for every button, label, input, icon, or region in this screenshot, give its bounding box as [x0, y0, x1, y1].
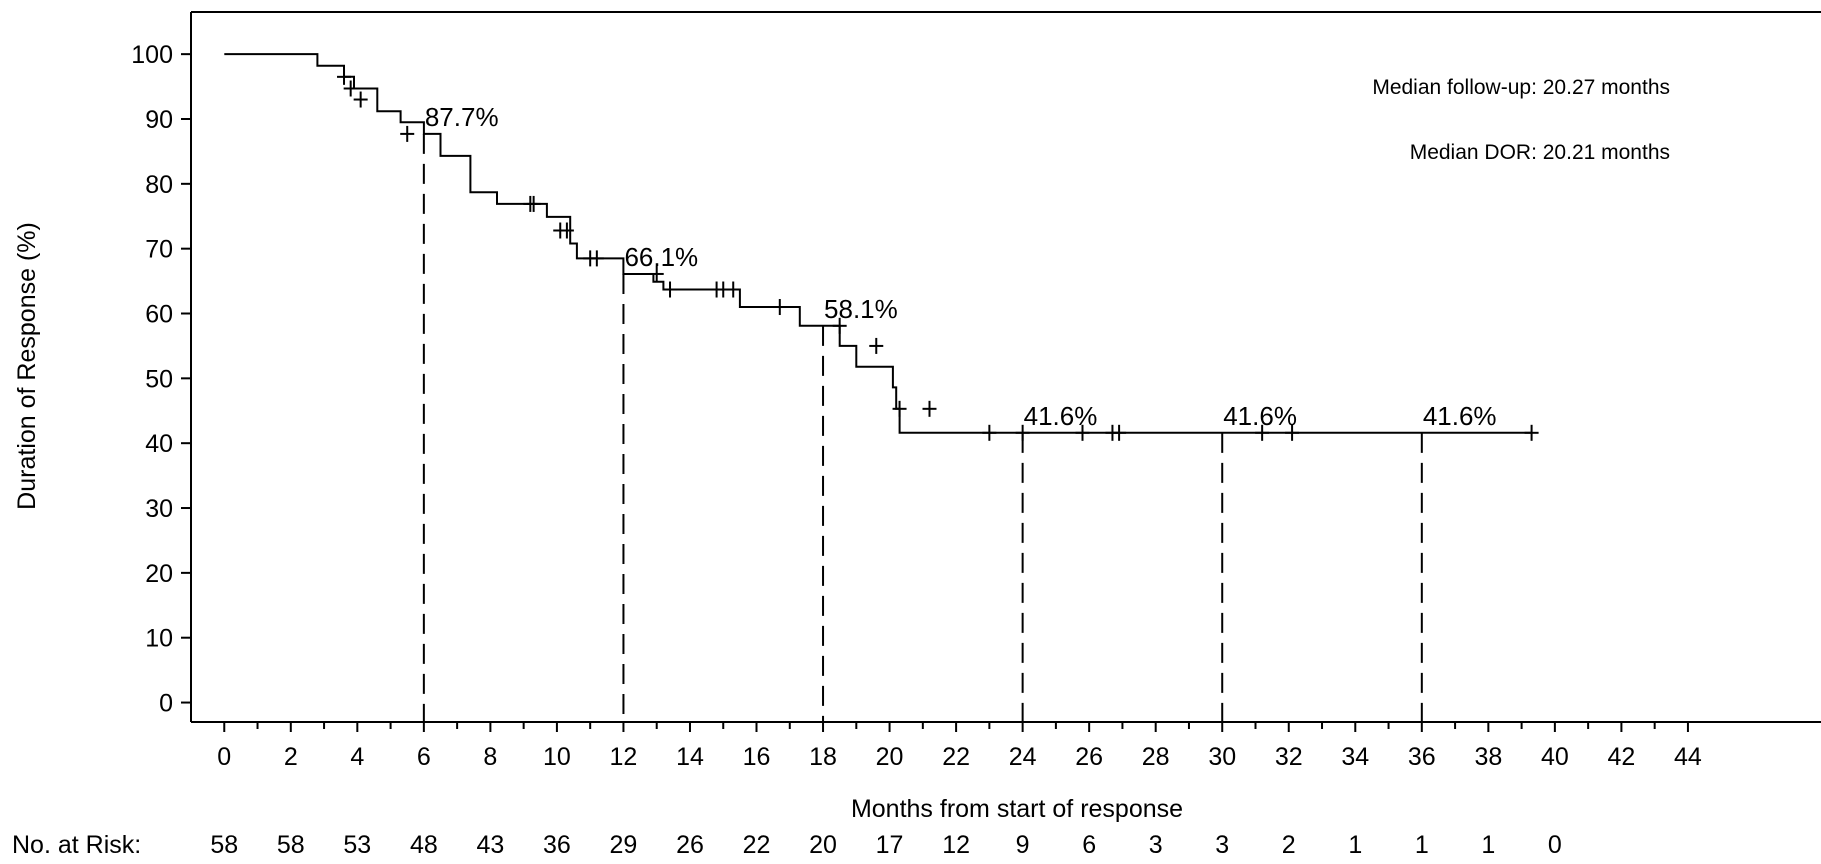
x-tick-label: 18: [809, 743, 837, 771]
x-tick-label: 0: [217, 743, 231, 771]
risk-count: 0: [1548, 831, 1562, 859]
y-tick-label: 0: [159, 690, 173, 718]
x-tick-label: 36: [1408, 743, 1436, 771]
y-tick-label: 90: [145, 106, 173, 134]
x-tick-label: 8: [483, 743, 497, 771]
risk-count: 29: [610, 831, 638, 859]
y-tick-label: 30: [145, 495, 173, 523]
x-tick-label: 34: [1341, 743, 1369, 771]
x-tick-label: 40: [1541, 743, 1569, 771]
x-tick-label: 42: [1608, 743, 1636, 771]
x-tick-label: 38: [1474, 743, 1502, 771]
y-tick-label: 80: [145, 171, 173, 199]
risk-count: 3: [1149, 831, 1163, 859]
x-tick-label: 24: [1009, 743, 1037, 771]
landmark-labels-group: 87.7% 66.1% 58.1% 41.6% 41.6% 41.6%: [425, 102, 1497, 431]
risk-count: 22: [743, 831, 771, 859]
risk-count: 26: [676, 831, 704, 859]
y-axis-label: Duration of Response (%): [13, 222, 41, 510]
y-tick-label: 60: [145, 301, 173, 329]
landmark-label: 66.1%: [624, 242, 698, 272]
risk-count: 58: [210, 831, 238, 859]
risk-count: 43: [476, 831, 504, 859]
x-tick-label: 6: [417, 743, 431, 771]
x-tick-label: 44: [1674, 743, 1702, 771]
x-tick-label: 20: [876, 743, 904, 771]
x-tick-label: 28: [1142, 743, 1170, 771]
landmark-label: 41.6%: [1423, 401, 1497, 431]
x-tick-label: 16: [743, 743, 771, 771]
risk-count: 1: [1481, 831, 1495, 859]
x-tick-label: 14: [676, 743, 704, 771]
y-tick-label: 100: [131, 41, 173, 69]
risk-count: 2: [1282, 831, 1296, 859]
survival-step-line: [224, 53, 1532, 434]
y-tick-label: 70: [145, 236, 173, 264]
risk-count: 53: [343, 831, 371, 859]
x-tick-label: 26: [1075, 743, 1103, 771]
x-tick-label: 12: [610, 743, 638, 771]
risk-count: 58: [277, 831, 305, 859]
risk-count: 6: [1082, 831, 1096, 859]
risk-count: 20: [809, 831, 837, 859]
landmark-label: 58.1%: [824, 294, 898, 324]
risk-count: 1: [1415, 831, 1429, 859]
x-tick-label: 30: [1208, 743, 1236, 771]
landmark-label: 41.6%: [1223, 401, 1297, 431]
risk-table-group: 58 58 53 48 43 36 29 26 22 20 17 12 9 6 3 3 2 1 1 1 0: [210, 831, 1561, 859]
y-tick-label: 10: [145, 625, 173, 653]
risk-count: 3: [1215, 831, 1229, 859]
median-follow-up-annotation: Median follow-up: 20.27 months: [1372, 76, 1670, 99]
landmark-label: 87.7%: [425, 102, 499, 132]
risk-count: 12: [942, 831, 970, 859]
x-tick-label: 2: [284, 743, 298, 771]
x-axis-label: Months from start of response: [851, 795, 1183, 823]
x-tick-label: 4: [350, 743, 364, 771]
risk-table-label: No. at Risk:: [12, 831, 141, 859]
risk-count: 1: [1348, 831, 1362, 859]
survival-curve-group: [224, 53, 1532, 434]
y-tick-label: 40: [145, 430, 173, 458]
risk-count: 17: [876, 831, 904, 859]
y-tick-label: 50: [145, 365, 173, 393]
x-tick-label: 22: [942, 743, 970, 771]
y-tick-label: 20: [145, 560, 173, 588]
risk-count: 48: [410, 831, 438, 859]
x-tick-label: 32: [1275, 743, 1303, 771]
risk-count: 36: [543, 831, 571, 859]
median-dor-annotation: Median DOR: 20.21 months: [1410, 141, 1670, 164]
x-tick-label: 10: [543, 743, 571, 771]
censor-marks-group: [337, 68, 1539, 441]
reference-lines-group: [422, 133, 1423, 722]
landmark-label: 41.6%: [1024, 401, 1098, 431]
risk-count: 9: [1016, 831, 1030, 859]
